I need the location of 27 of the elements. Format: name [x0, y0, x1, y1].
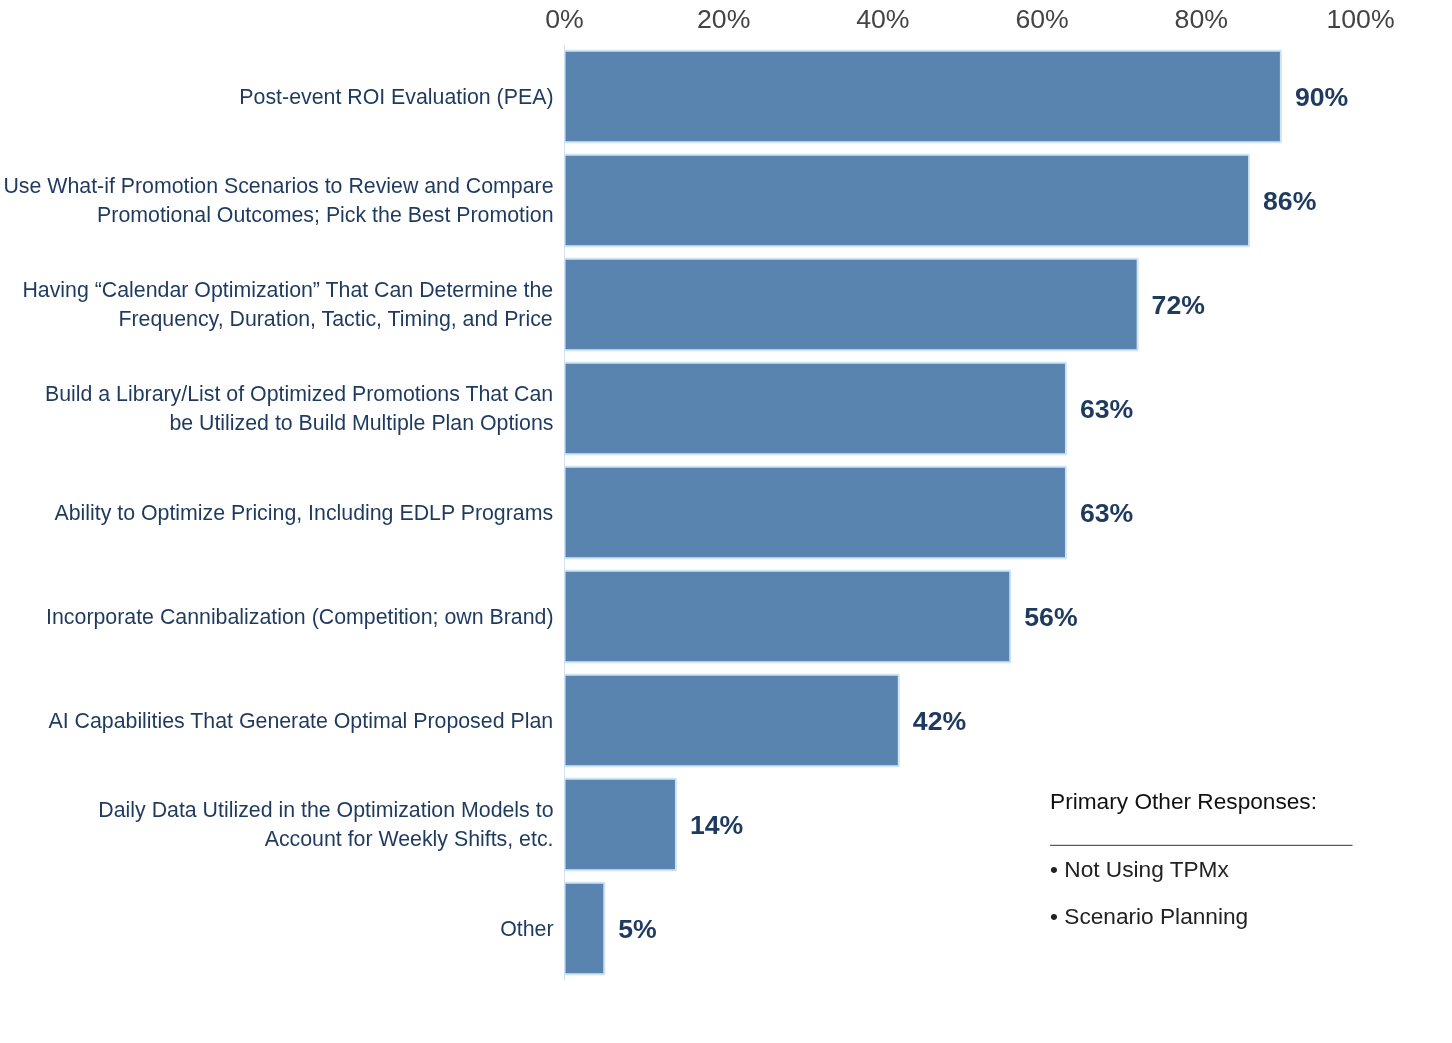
y-tick-label: Daily Data Utilized in the Optimization Models to Account for Weekly Shifts, etc.	[98, 798, 554, 851]
x-tick-label: 0%	[545, 3, 584, 34]
data-label: 72%	[1151, 289, 1205, 320]
data-label: 63%	[1079, 393, 1134, 424]
y-tick-label: Ability to Optimize Pricing, Including EDLP Programs	[54, 500, 554, 525]
y-tick-label: Build a Library/List of Optimized Promotions That Can be Utilized to Build Multiple Plan Options	[44, 382, 554, 435]
data-label: 56%	[1024, 601, 1078, 632]
data-label: 14%	[689, 809, 744, 840]
annotation: Primary Other Responses:	[1050, 788, 1317, 815]
y-tick-label: AI Capabilities That Generate Optimal Proposed Plan	[48, 708, 554, 733]
y-tick-label: Post-event ROI Evaluation (PEA)	[239, 84, 554, 109]
annotation: • Scenario Planning	[1050, 902, 1249, 929]
y-tick-label: Having “Calendar Optimization” That Can Determine the Frequency, Duration, Tactic, Timing, and Price	[22, 278, 554, 331]
y-tick-label: Incorporate Cannibalization (Competition; own Brand)	[46, 604, 554, 629]
data-label: 63%	[1079, 497, 1134, 528]
x-tick-label: 80%	[1174, 3, 1228, 34]
x-tick-label: 40%	[856, 3, 910, 34]
y-tick-label: Use What-if Promotion Scenarios to Review and Compare Promotional Outcomes; Pick the Best Promotion	[3, 174, 554, 227]
data-label: 90%	[1294, 81, 1349, 112]
data-label: 5%	[618, 913, 657, 944]
x-tick-label: 20%	[697, 3, 751, 34]
x-tick-label: 60%	[1015, 3, 1069, 34]
data-label: 42%	[912, 705, 967, 736]
data-label: 86%	[1263, 185, 1317, 216]
y-tick-label: Other	[500, 916, 554, 941]
annotation: • Not Using TPMx	[1050, 855, 1230, 882]
x-tick-label: 100%	[1326, 3, 1395, 34]
